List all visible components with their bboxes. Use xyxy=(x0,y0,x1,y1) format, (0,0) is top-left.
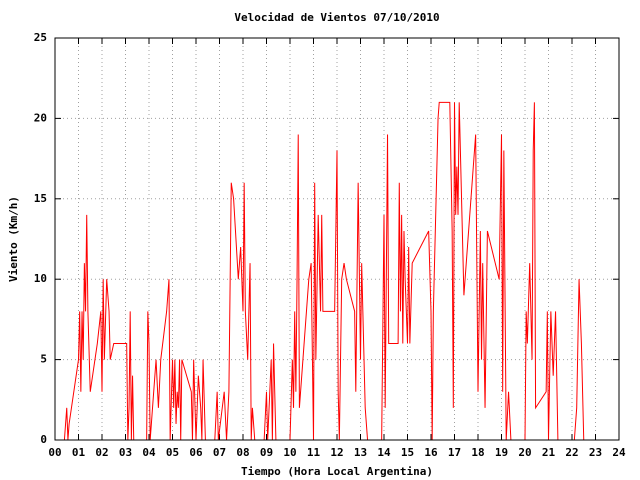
x-tick-label: 12 xyxy=(330,446,343,459)
y-tick-label: 25 xyxy=(34,31,47,44)
x-tick-label: 03 xyxy=(119,446,132,459)
x-tick-label: 14 xyxy=(377,446,391,459)
x-tick-label: 02 xyxy=(95,446,108,459)
y-tick-label: 20 xyxy=(34,111,47,124)
y-axis-label: Viento (Km/h) xyxy=(7,196,20,282)
y-tick-label: 15 xyxy=(34,192,47,205)
x-tick-label: 09 xyxy=(260,446,273,459)
x-tick-label: 06 xyxy=(189,446,203,459)
chart-title: Velocidad de Vientos 07/10/2010 xyxy=(234,11,439,24)
x-tick-label: 11 xyxy=(307,446,321,459)
x-tick-label: 07 xyxy=(213,446,226,459)
x-tick-label: 16 xyxy=(424,446,438,459)
y-tick-label: 0 xyxy=(40,433,47,446)
x-tick-label: 22 xyxy=(565,446,578,459)
x-tick-label: 23 xyxy=(589,446,602,459)
x-tick-label: 20 xyxy=(518,446,531,459)
y-tick-label: 10 xyxy=(34,272,47,285)
x-tick-label: 24 xyxy=(612,446,626,459)
x-tick-label: 15 xyxy=(401,446,414,459)
data-line xyxy=(63,101,585,441)
x-tick-label: 13 xyxy=(354,446,367,459)
x-tick-label: 08 xyxy=(236,446,249,459)
x-tick-label: 05 xyxy=(166,446,179,459)
x-tick-label: 21 xyxy=(542,446,556,459)
plot-border xyxy=(54,37,620,441)
x-tick-label: 01 xyxy=(72,446,86,459)
x-tick-label: 10 xyxy=(283,446,296,459)
y-tick-label: 5 xyxy=(40,353,47,366)
x-tick-label: 18 xyxy=(471,446,484,459)
x-axis-label: Tiempo (Hora Local Argentina) xyxy=(241,465,433,478)
x-tick-label: 19 xyxy=(495,446,508,459)
x-tick-label: 04 xyxy=(142,446,156,459)
x-tick-label: 00 xyxy=(48,446,61,459)
x-tick-label: 17 xyxy=(448,446,461,459)
